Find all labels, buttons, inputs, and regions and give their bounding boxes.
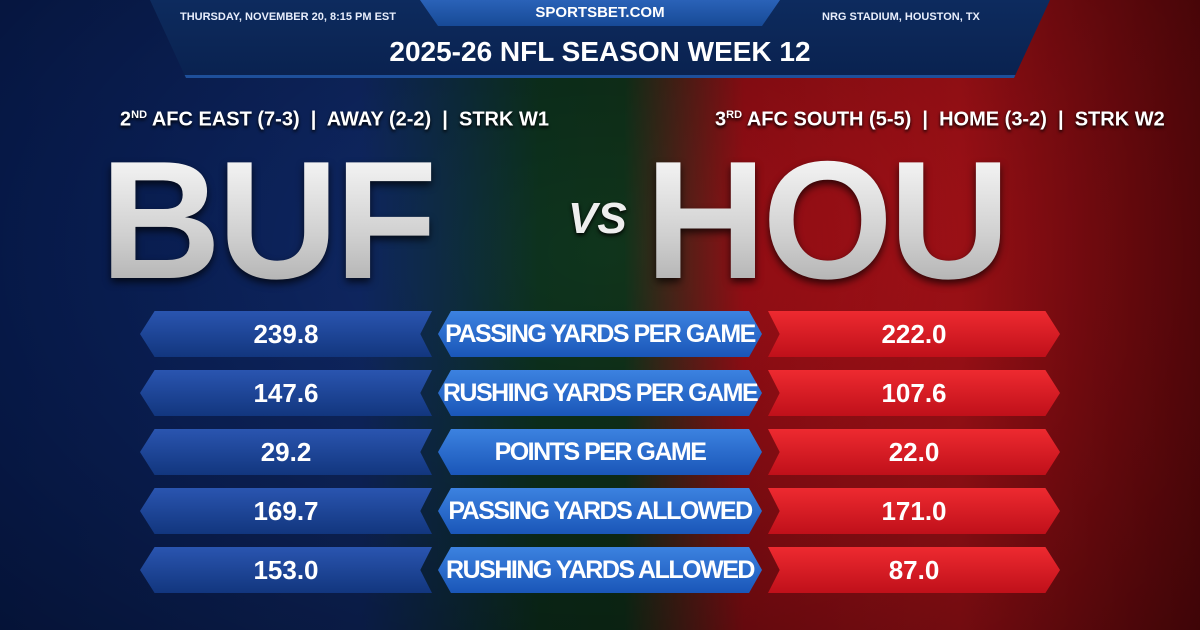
page-title: 2025-26 NFL SEASON WEEK 12 bbox=[389, 36, 811, 67]
stat-label: PASSING YARDS PER GAME bbox=[438, 311, 762, 357]
home-stat-value: 87.0 bbox=[768, 547, 1060, 593]
away-record: 2ND AFC EAST (7-3) | AWAY (2-2) | STRK W… bbox=[120, 104, 549, 132]
home-record: 3RD AFC SOUTH (5-5) | HOME (3-2) | STRK … bbox=[715, 104, 1165, 132]
away-stat-value: 239.8 bbox=[140, 311, 432, 357]
home-record-text: AFC SOUTH (5-5) | HOME (3-2) | STRK W2 bbox=[742, 108, 1165, 131]
away-stat-value: 147.6 bbox=[140, 370, 432, 416]
stat-row: 147.6 RUSHING YARDS PER GAME 107.6 bbox=[0, 370, 1200, 416]
stat-label: RUSHING YARDS ALLOWED bbox=[438, 547, 762, 593]
away-stat-value: 153.0 bbox=[140, 547, 432, 593]
home-rank-suffix: RD bbox=[726, 109, 743, 121]
home-team-abbr: HOU bbox=[645, 126, 1010, 314]
away-team-abbr: BUF bbox=[100, 126, 437, 314]
site-banner bbox=[420, 0, 780, 26]
stat-row: 29.2 POINTS PER GAME 22.0 bbox=[0, 429, 1200, 475]
away-record-text: AFC EAST (7-3) | AWAY (2-2) | STRK W1 bbox=[147, 108, 549, 131]
away-stat-value: 169.7 bbox=[140, 488, 432, 534]
home-stat-value: 171.0 bbox=[768, 488, 1060, 534]
stat-label: POINTS PER GAME bbox=[438, 429, 762, 475]
home-rank: 3 bbox=[715, 108, 727, 131]
away-rank-suffix: ND bbox=[131, 109, 148, 121]
game-date: THURSDAY, NOVEMBER 20, 8:15 PM EST bbox=[180, 11, 396, 23]
home-stat-value: 107.6 bbox=[768, 370, 1060, 416]
stat-row: 153.0 RUSHING YARDS ALLOWED 87.0 bbox=[0, 547, 1200, 593]
home-stat-value: 222.0 bbox=[768, 311, 1060, 357]
stat-label: PASSING YARDS ALLOWED bbox=[438, 488, 762, 534]
away-rank: 2 bbox=[120, 108, 132, 131]
home-stat-value: 22.0 bbox=[768, 429, 1060, 475]
stat-label: RUSHING YARDS PER GAME bbox=[438, 370, 762, 416]
site-name: SPORTSBET.COM bbox=[535, 4, 665, 21]
stat-row: 169.7 PASSING YARDS ALLOWED 171.0 bbox=[0, 488, 1200, 534]
away-stat-value: 29.2 bbox=[140, 429, 432, 475]
venue: NRG STADIUM, HOUSTON, TX bbox=[822, 11, 980, 23]
stat-row: 239.8 PASSING YARDS PER GAME 222.0 bbox=[0, 311, 1200, 357]
vs-label: VS bbox=[568, 194, 627, 243]
